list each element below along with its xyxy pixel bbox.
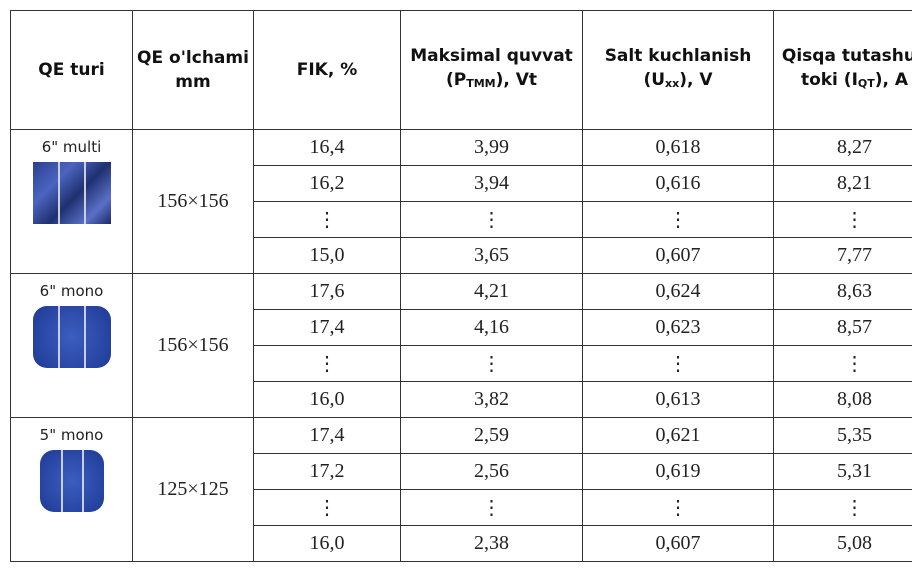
value-cell: 8,57 [774, 310, 912, 346]
value-cell: 8,21 [774, 166, 912, 202]
value-cell: 8,08 [774, 382, 912, 418]
type-cell: 6" multi [11, 130, 133, 274]
header-cell: Salt kuchlanish (Uxx), V [583, 11, 774, 130]
header-text: ), V [679, 70, 712, 90]
size-cell: 156×156 [133, 130, 254, 274]
type-cell: 6" mono [11, 274, 133, 418]
value-cell: ⋮ [254, 490, 401, 526]
header-cell: QE turi [11, 11, 133, 130]
cell-image [33, 306, 111, 368]
value-cell: ⋮ [401, 490, 583, 526]
value-cell: 8,27 [774, 130, 912, 166]
value-cell: 3,94 [401, 166, 583, 202]
value-cell: 4,21 [401, 274, 583, 310]
cell-image [40, 450, 104, 512]
value-cell: ⋮ [254, 346, 401, 382]
value-cell: 2,38 [401, 526, 583, 562]
value-cell: 0,616 [583, 166, 774, 202]
value-cell: 0,619 [583, 454, 774, 490]
value-cell: 7,77 [774, 238, 912, 274]
value-cell: ⋮ [583, 490, 774, 526]
value-cell: 17,4 [254, 310, 401, 346]
busbar [82, 450, 84, 512]
header-subscript: QT [858, 77, 875, 90]
value-cell: 0,621 [583, 418, 774, 454]
busbar [61, 450, 63, 512]
busbar [84, 162, 86, 224]
type-cell: 5" mono [11, 418, 133, 562]
value-cell: 0,607 [583, 238, 774, 274]
header-text: QE o'lchami mm [137, 48, 249, 92]
size-cell: 125×125 [133, 418, 254, 562]
header-row: QE turi QE o'lchami mm FIK, % Maksimal quvv… [11, 11, 912, 130]
value-cell: 2,59 [401, 418, 583, 454]
value-cell: ⋮ [583, 202, 774, 238]
type-label: 6" multi [11, 138, 132, 156]
size-cell: 156×156 [133, 274, 254, 418]
value-cell: 17,2 [254, 454, 401, 490]
value-cell: ⋮ [774, 346, 912, 382]
value-cell: 2,56 [401, 454, 583, 490]
table: QE turi QE o'lchami mm FIK, % Maksimal quvv… [10, 10, 912, 562]
value-cell: 5,08 [774, 526, 912, 562]
header-cell: Maksimal quvvat (PTMM), Vt [401, 11, 583, 130]
header-text: QE turi [38, 60, 104, 80]
header-subscript: TMM [466, 77, 495, 90]
header-text: FIK, % [297, 60, 358, 80]
value-cell: 8,63 [774, 274, 912, 310]
header-cell: FIK, % [254, 11, 401, 130]
value-cell: 16,4 [254, 130, 401, 166]
value-cell: 5,31 [774, 454, 912, 490]
value-cell: ⋮ [254, 202, 401, 238]
value-cell: 0,624 [583, 274, 774, 310]
value-cell: 4,16 [401, 310, 583, 346]
value-cell: 16,2 [254, 166, 401, 202]
header-cell: QE o'lchami mm [133, 11, 254, 130]
header-text: ), A [875, 70, 908, 90]
value-cell: ⋮ [774, 202, 912, 238]
type-label: 5" mono [11, 426, 132, 444]
value-cell: 3,82 [401, 382, 583, 418]
value-cell: 15,0 [254, 238, 401, 274]
value-cell: 3,65 [401, 238, 583, 274]
type-label: 6" mono [11, 282, 132, 300]
value-cell: 5,35 [774, 418, 912, 454]
value-cell: 17,6 [254, 274, 401, 310]
value-cell: ⋮ [583, 346, 774, 382]
value-cell: 0,618 [583, 130, 774, 166]
busbar [58, 306, 60, 368]
value-cell: ⋮ [774, 490, 912, 526]
value-cell: ⋮ [401, 346, 583, 382]
header-cell: Qisqa tutashuv toki (IQT), A [774, 11, 912, 130]
header-text: ), Vt [496, 70, 537, 90]
value-cell: 17,4 [254, 418, 401, 454]
value-cell: 16,0 [254, 526, 401, 562]
cell-image [33, 162, 111, 224]
busbar [58, 162, 60, 224]
page: QE turi QE o'lchami mm FIK, % Maksimal quvv… [0, 0, 912, 571]
value-cell: 0,613 [583, 382, 774, 418]
value-cell: 3,99 [401, 130, 583, 166]
header-subscript: xx [665, 77, 679, 90]
value-cell: 0,607 [583, 526, 774, 562]
value-cell: ⋮ [401, 202, 583, 238]
busbar [84, 306, 86, 368]
value-cell: 0,623 [583, 310, 774, 346]
value-cell: 16,0 [254, 382, 401, 418]
